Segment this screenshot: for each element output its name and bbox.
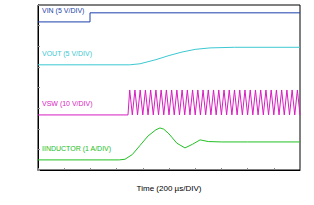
- svg-text:VOUT (5 V/DIV): VOUT (5 V/DIV): [42, 50, 92, 58]
- svg-text:IINDUCTOR (1 A/DIV): IINDUCTOR (1 A/DIV): [42, 145, 111, 153]
- svg-text:VIN (5 V/DIV): VIN (5 V/DIV): [42, 7, 84, 15]
- svg-text:Time (200 µs/DIV): Time (200 µs/DIV): [137, 184, 202, 193]
- svg-text:VSW (10 V/DIV): VSW (10 V/DIV): [42, 100, 93, 108]
